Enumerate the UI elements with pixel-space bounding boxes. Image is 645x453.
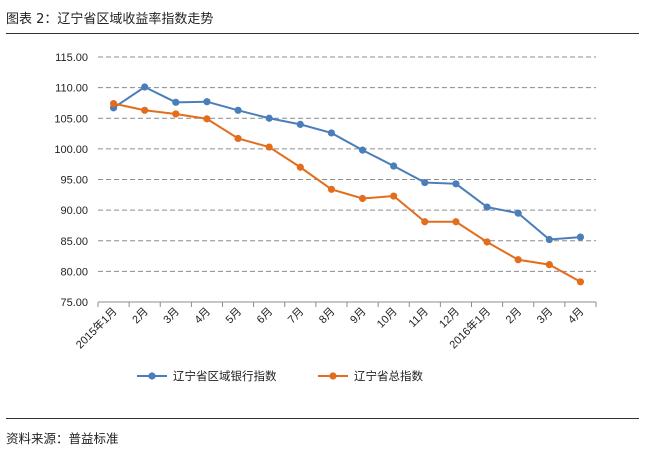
x-tick-label: 7月 bbox=[286, 306, 307, 327]
y-tick-label: 90.00 bbox=[60, 205, 88, 217]
y-tick-label: 105.00 bbox=[54, 113, 88, 125]
series-line bbox=[113, 102, 581, 283]
top-divider bbox=[6, 33, 639, 34]
y-tick-label: 115.00 bbox=[55, 52, 88, 64]
y-tick-label: 85.00 bbox=[60, 236, 88, 248]
data-point bbox=[172, 110, 180, 118]
legend-swatch-marker bbox=[148, 372, 156, 380]
x-tick-label: 10月 bbox=[375, 306, 400, 331]
x-tick-label: 5月 bbox=[224, 306, 245, 327]
data-point bbox=[203, 115, 211, 123]
data-point bbox=[358, 194, 367, 203]
data-point bbox=[358, 146, 367, 154]
x-tick-label: 9月 bbox=[348, 306, 369, 327]
chart-title: 图表 2：辽宁省区域收益率指数走势 bbox=[6, 12, 214, 27]
data-point bbox=[483, 203, 491, 211]
data-point bbox=[545, 235, 553, 244]
legend-swatch-marker bbox=[329, 372, 337, 380]
x-tick-label: 8月 bbox=[317, 306, 338, 327]
data-point bbox=[296, 120, 304, 128]
y-tick-label: 80.00 bbox=[60, 266, 88, 278]
data-point bbox=[234, 106, 242, 114]
x-tick-label: 2月 bbox=[504, 306, 525, 327]
data-point bbox=[421, 178, 429, 187]
data-point bbox=[265, 114, 273, 122]
data-point bbox=[514, 209, 522, 217]
y-tick-label: 110.00 bbox=[55, 83, 88, 95]
data-point bbox=[576, 233, 585, 241]
data-point bbox=[390, 162, 398, 170]
source-note: 资料来源：普益标准 bbox=[6, 431, 119, 446]
grid-lines bbox=[98, 56, 596, 272]
data-point bbox=[327, 185, 336, 193]
y-tick-label: 95.00 bbox=[60, 175, 88, 187]
series-layer bbox=[109, 83, 585, 286]
x-tick-label: 11月 bbox=[407, 306, 431, 330]
y-tick-label: 75.00 bbox=[60, 297, 88, 309]
data-point bbox=[265, 143, 273, 151]
x-tick-label: 3月 bbox=[161, 306, 182, 327]
data-point bbox=[234, 134, 242, 143]
data-point bbox=[452, 218, 460, 226]
legend-label: 辽宁省区域银行指数 bbox=[173, 369, 277, 383]
legend-label: 辽宁省总指数 bbox=[354, 369, 423, 383]
data-point bbox=[327, 129, 336, 137]
data-point bbox=[390, 192, 398, 200]
bottom-divider bbox=[6, 418, 639, 419]
x-tick-label: 12月 bbox=[437, 306, 462, 331]
y-axis-ticks: 75.00 80.00 85.00 90.00 95.00 100.00 105.00 110… bbox=[54, 52, 88, 309]
data-point bbox=[109, 99, 118, 108]
data-point bbox=[141, 106, 149, 114]
x-tick-label: 4月 bbox=[566, 306, 587, 327]
data-point bbox=[421, 218, 429, 226]
series-1 bbox=[109, 83, 585, 244]
data-point bbox=[452, 180, 460, 188]
data-point bbox=[172, 98, 180, 106]
legend-item: 辽宁省区域银行指数 bbox=[137, 369, 277, 383]
x-tick-label: 2月 bbox=[130, 306, 151, 327]
series-2 bbox=[109, 99, 585, 286]
y-tick-label: 100.00 bbox=[54, 144, 88, 156]
x-tick-label: 3月 bbox=[535, 306, 556, 327]
data-point bbox=[576, 278, 585, 286]
x-tick-label: 4月 bbox=[192, 306, 213, 327]
data-point bbox=[483, 238, 491, 246]
data-point bbox=[141, 83, 149, 91]
series-line bbox=[113, 85, 581, 241]
data-point bbox=[296, 163, 304, 171]
legend-item: 辽宁省总指数 bbox=[318, 369, 423, 383]
x-tick-label: 6月 bbox=[255, 306, 276, 327]
data-point bbox=[514, 256, 522, 264]
data-point bbox=[545, 261, 553, 269]
x-tick-label: 2015年1月 bbox=[73, 304, 120, 351]
data-point bbox=[203, 98, 211, 106]
legend: 辽宁省区域银行指数 辽宁省总指数 bbox=[137, 369, 423, 383]
